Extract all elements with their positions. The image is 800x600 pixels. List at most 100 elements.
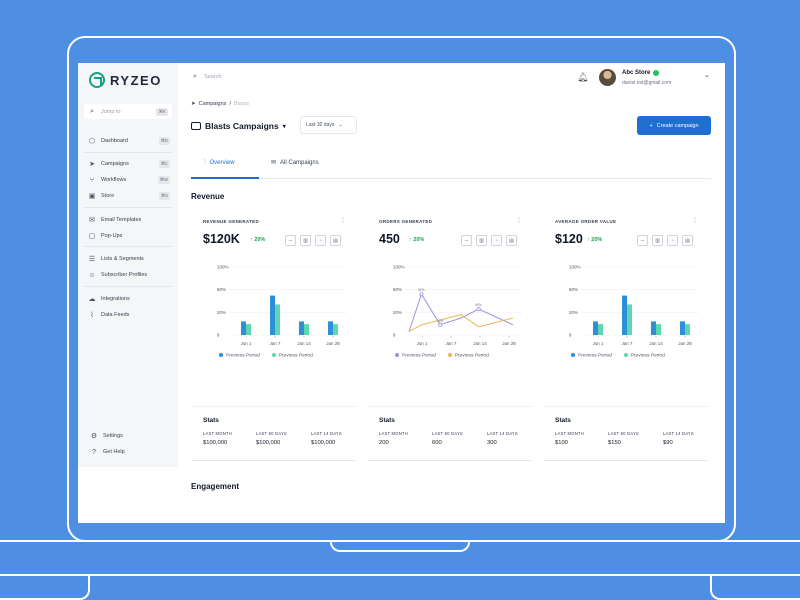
tab-overview[interactable]: ⫶ Overview <box>204 159 235 166</box>
bar-previous <box>304 324 309 335</box>
blast-icon <box>191 122 201 130</box>
data-label: 80% <box>418 288 425 292</box>
sidebar-item-shortcut: ⌘D <box>158 137 170 145</box>
popup-icon: ▢ <box>88 233 96 240</box>
avatar[interactable] <box>599 69 616 86</box>
line-chart-icon[interactable]: ∼ <box>285 235 296 246</box>
breadcrumb-current: Blasts <box>233 101 249 107</box>
stats-title: Stats <box>555 417 571 424</box>
date-range-value: Last 30 days <box>306 122 335 128</box>
line-chart-icon[interactable]: ∼ <box>637 235 648 246</box>
line-current <box>408 293 514 332</box>
breadcrumb: ➤ Campaigns / Blasts <box>191 101 249 107</box>
sidebar-divider <box>84 152 172 153</box>
sidebar-item-workflows[interactable]: ⑂ Workflows ⌘W <box>88 174 170 186</box>
metric-change-value: 20% <box>254 237 266 243</box>
user-name[interactable]: Abc Store <box>622 70 660 76</box>
page-title[interactable]: Blasts Campaigns ▾ <box>191 121 286 131</box>
stat-label: LAST 90 DAYS <box>256 431 287 436</box>
tab-all-campaigns[interactable]: ✉ All Campaigns <box>271 159 319 167</box>
sidebar-item-label: Email Templates <box>101 217 142 223</box>
legend-dot <box>219 353 223 357</box>
stats-title: Stats <box>203 417 219 424</box>
sidebar-item-dashboard[interactable]: ⬡ Dashboard ⌘D <box>88 135 170 147</box>
sidebar-item-email-templates[interactable]: ✉ Email Templates <box>88 214 170 226</box>
cube-icon: ⬡ <box>88 138 96 145</box>
sidebar-item-settings[interactable]: ⚙ Settings <box>90 430 172 442</box>
table-chart-icon[interactable]: ▤ <box>682 235 693 246</box>
bar-chart-icon[interactable]: ▥ <box>652 235 663 246</box>
legend-label: Previous Period <box>454 353 489 359</box>
stat-item: LAST 90 DAYS 600 <box>432 431 463 446</box>
legend-item[interactable]: Previous Period <box>623 353 665 358</box>
stat-item: LAST MONTH 200 <box>379 431 408 446</box>
x-tick-label: Jun 1 <box>592 341 604 346</box>
stat-item: LAST MONTH $100 <box>555 431 584 446</box>
y-tick-label: 20% <box>393 310 402 315</box>
stats-panel: Stats LAST MONTH $100 LAST 90 DAYS $150 … <box>543 406 708 461</box>
ryzeo-logo-icon <box>89 72 105 88</box>
bar-current <box>680 321 685 335</box>
sidebar-item-store[interactable]: ▣ Store ⌘S <box>88 190 170 202</box>
chevron-down-icon[interactable]: ⌄ <box>704 72 710 79</box>
legend-dot <box>571 353 575 357</box>
x-tick-label: Jan 7 <box>621 341 633 346</box>
pie-chart-icon[interactable]: ◔ <box>491 235 502 246</box>
bell-icon[interactable]: 🔔︎ <box>577 72 589 82</box>
sidebar-item-get-help[interactable]: ? Get Help <box>90 446 172 458</box>
pie-chart-icon[interactable]: ◔ <box>667 235 678 246</box>
legend-label: Previous Period <box>226 353 260 359</box>
metric-value: $120K <box>203 232 240 246</box>
jump-to-placeholder: Jump to <box>101 108 121 115</box>
cloud-icon: ☁ <box>88 296 96 303</box>
table-chart-icon[interactable]: ▤ <box>506 235 517 246</box>
sidebar-item-data-feeds[interactable]: ⌇ Data Feeds <box>88 309 170 321</box>
jump-shortcut: ⌘K <box>156 107 168 116</box>
legend-item[interactable]: Previous Period <box>271 353 313 358</box>
bar-chart-icon[interactable]: ▥ <box>476 235 487 246</box>
user-email: daniel.rist@gmail.com <box>622 80 672 86</box>
metric-value: $120 <box>555 232 583 246</box>
x-tick-label: Jan 28 <box>678 341 692 346</box>
chart-0: 100% 60% 20% 8 Jun 1 Jan 7 Jan 14 Jan 28 <box>217 265 347 346</box>
bar-current <box>328 321 333 335</box>
sidebar-item-label: Lists & Segments <box>101 256 144 262</box>
sidebar-item-lists-segments[interactable]: ☰ Lists & Segments <box>88 253 170 265</box>
table-chart-icon[interactable]: ▤ <box>330 235 341 246</box>
metric-card: REVENUE GENERATED ⋮ $120K ↑ 20% ∼ ▥ ◔ ▤ … <box>191 213 356 365</box>
chart-type-switcher: ∼ ▥ ◔ ▤ <box>461 235 517 246</box>
sidebar-item-label: Dashboard <box>101 138 128 144</box>
logo[interactable]: RYZEO <box>89 72 162 88</box>
metric-card: ORDERS GENERATED ⋮ 450 ↑ 20% ∼ ▥ ◔ ▤ 100… <box>367 213 532 365</box>
jump-to-input[interactable]: ⌕ Jump to ⌘K <box>84 104 172 119</box>
sidebar-item-subscriber-profiles[interactable]: ☺ Subscriber Profiles <box>88 269 170 281</box>
legend-dot <box>623 353 628 357</box>
search-input[interactable]: ⌕ Search <box>191 73 221 81</box>
more-icon[interactable]: ⋮ <box>340 218 346 224</box>
stat-label: LAST 90 DAYS <box>432 431 463 436</box>
stat-value: 200 <box>379 440 389 446</box>
y-tick-label: 100% <box>569 265 581 270</box>
bar-chart-icon[interactable]: ▥ <box>300 235 311 246</box>
laptop-notch <box>330 540 470 552</box>
sidebar-item-pop-ups[interactable]: ▢ Pop-Ups <box>88 230 170 242</box>
laptop-base <box>0 540 800 576</box>
more-icon[interactable]: ⋮ <box>692 218 698 224</box>
legend-item[interactable]: Previous Period <box>395 353 436 358</box>
legend-item[interactable]: Previous Period <box>571 353 612 358</box>
legend-item[interactable]: Previous Period <box>447 353 489 359</box>
chart-icon: ⫶ <box>204 159 206 165</box>
line-chart-icon[interactable]: ∼ <box>461 235 472 246</box>
legend-item[interactable]: Previous Period <box>219 353 260 358</box>
pie-chart-icon[interactable]: ◔ <box>315 235 326 246</box>
sidebar-item-integrations[interactable]: ☁ Integrations <box>88 293 170 305</box>
gear-icon: ⚙ <box>90 433 98 440</box>
stat-item: LAST MONTH $100,000 <box>203 431 232 446</box>
stats-panel: Stats LAST MONTH 200 LAST 90 DAYS 600 LA… <box>367 406 532 461</box>
x-tick-label: Jan 14 <box>473 341 487 346</box>
create-campaign-button[interactable]: + Create campaign <box>637 116 711 135</box>
sidebar-item-campaigns[interactable]: ➤ Campaigns ⌘C <box>88 158 170 170</box>
date-range-select[interactable]: Last 30 days ⌄ <box>300 116 357 134</box>
breadcrumb-parent[interactable]: Campaigns <box>198 101 227 107</box>
more-icon[interactable]: ⋮ <box>516 218 522 224</box>
